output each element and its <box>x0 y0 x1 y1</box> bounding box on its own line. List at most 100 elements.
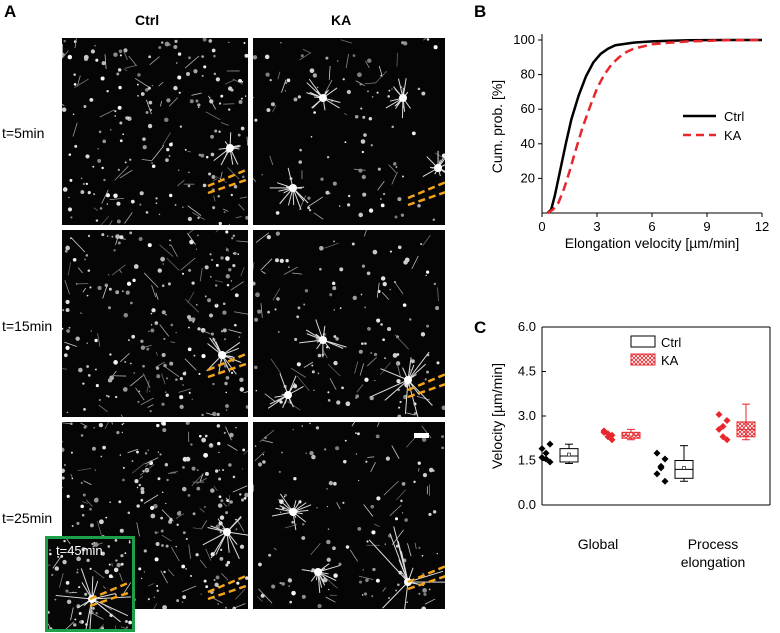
texture-dot <box>51 573 54 576</box>
texture-dot <box>203 452 208 458</box>
texture-dot <box>279 258 284 263</box>
texture-dot <box>319 245 324 251</box>
texture-dot <box>146 347 150 351</box>
texture-dot <box>98 130 102 134</box>
texture-dot <box>271 584 276 589</box>
texture-process <box>205 111 221 121</box>
texture-dot <box>424 378 427 381</box>
texture-process <box>64 280 70 295</box>
texture-dot <box>220 330 224 333</box>
texture-process <box>388 164 397 173</box>
texture-dot <box>188 268 192 272</box>
texture-process <box>140 397 154 406</box>
texture-dot <box>230 371 234 374</box>
texture-dot <box>142 145 147 150</box>
texture-process <box>124 64 138 69</box>
texture-dot <box>63 539 66 543</box>
texture-process <box>223 502 228 507</box>
texture-dot <box>394 215 398 219</box>
texture-dot <box>363 133 367 137</box>
texture-dot <box>361 594 364 596</box>
texture-process <box>324 242 339 249</box>
texture-dot <box>95 612 98 615</box>
texture-dot <box>155 197 158 200</box>
mean-marker <box>682 466 686 470</box>
cell-body <box>284 391 292 399</box>
texture-dot <box>182 206 184 208</box>
texture-dot <box>328 480 333 486</box>
texture-dot <box>75 336 80 341</box>
texture-process <box>101 189 109 204</box>
texture-dot <box>173 45 178 49</box>
texture-dot <box>65 245 70 251</box>
texture-dot <box>82 493 86 497</box>
texture-process <box>168 472 177 474</box>
texture-dot <box>187 347 192 352</box>
texture-dot <box>197 327 201 331</box>
texture-dot <box>209 443 213 446</box>
texture-dot <box>177 75 182 80</box>
texture-process <box>213 195 216 202</box>
texture-dot <box>116 72 120 76</box>
texture-dot <box>114 115 117 117</box>
texture-process <box>255 232 270 243</box>
texture-dot <box>81 547 86 552</box>
texture-dot <box>119 54 122 57</box>
texture-process <box>166 257 180 272</box>
texture-dot <box>364 377 369 382</box>
texture-dot <box>376 318 381 323</box>
data-point-ka <box>608 436 616 444</box>
texture-process <box>187 291 195 304</box>
texture-dot <box>303 303 306 306</box>
texture-dot <box>73 82 77 86</box>
texture-process <box>394 334 410 350</box>
texture-dot <box>391 125 394 129</box>
data-point-ka <box>715 411 723 419</box>
texture-process <box>225 497 232 503</box>
texture-dot <box>243 496 247 500</box>
texture-dot <box>155 321 157 324</box>
texture-dot <box>90 49 95 54</box>
data-point-ctrl <box>661 455 669 463</box>
texture-process <box>81 501 88 504</box>
texture-process <box>67 262 72 276</box>
texture-dot <box>239 377 244 382</box>
texture-dot <box>192 512 196 516</box>
texture-dot <box>377 167 381 171</box>
texture-dot <box>155 542 160 547</box>
texture-process <box>228 223 231 225</box>
texture-process <box>235 588 246 600</box>
texture-dot <box>65 581 70 585</box>
texture-dot <box>279 511 282 513</box>
texture-dot <box>293 97 298 102</box>
texture-dot <box>185 537 188 541</box>
texture-process <box>119 572 123 582</box>
texture-dot <box>215 263 219 267</box>
micrograph-ka-5min <box>253 38 445 225</box>
texture-dot <box>165 544 169 548</box>
pipette-line <box>407 181 445 200</box>
texture-process <box>411 255 419 270</box>
texture-dot <box>335 446 340 451</box>
texture-process <box>128 55 137 66</box>
texture-dot <box>185 567 187 570</box>
texture-dot <box>428 588 431 591</box>
x-tick-label: 3 <box>593 219 600 234</box>
texture-dot <box>92 165 95 168</box>
texture-dot <box>274 308 277 311</box>
texture-process <box>391 171 398 185</box>
chart-velocity-boxplot: 0.0 1.5 3.0 4.5 6.0 Velocity [µm/min] Global Pr… <box>489 319 771 570</box>
texture-process <box>168 97 179 107</box>
texture-dot <box>327 391 330 394</box>
texture-dot <box>213 579 216 581</box>
texture-dot <box>124 361 127 364</box>
texture-process <box>122 582 132 596</box>
texture-dot <box>333 481 337 486</box>
texture-dot <box>108 574 113 579</box>
cell-body <box>404 376 412 384</box>
y-tick-label: 100 <box>513 32 535 47</box>
texture-dot <box>352 295 357 301</box>
texture-dot <box>179 395 184 400</box>
y-tick-label: 3.0 <box>518 408 536 423</box>
texture-process <box>114 165 129 181</box>
